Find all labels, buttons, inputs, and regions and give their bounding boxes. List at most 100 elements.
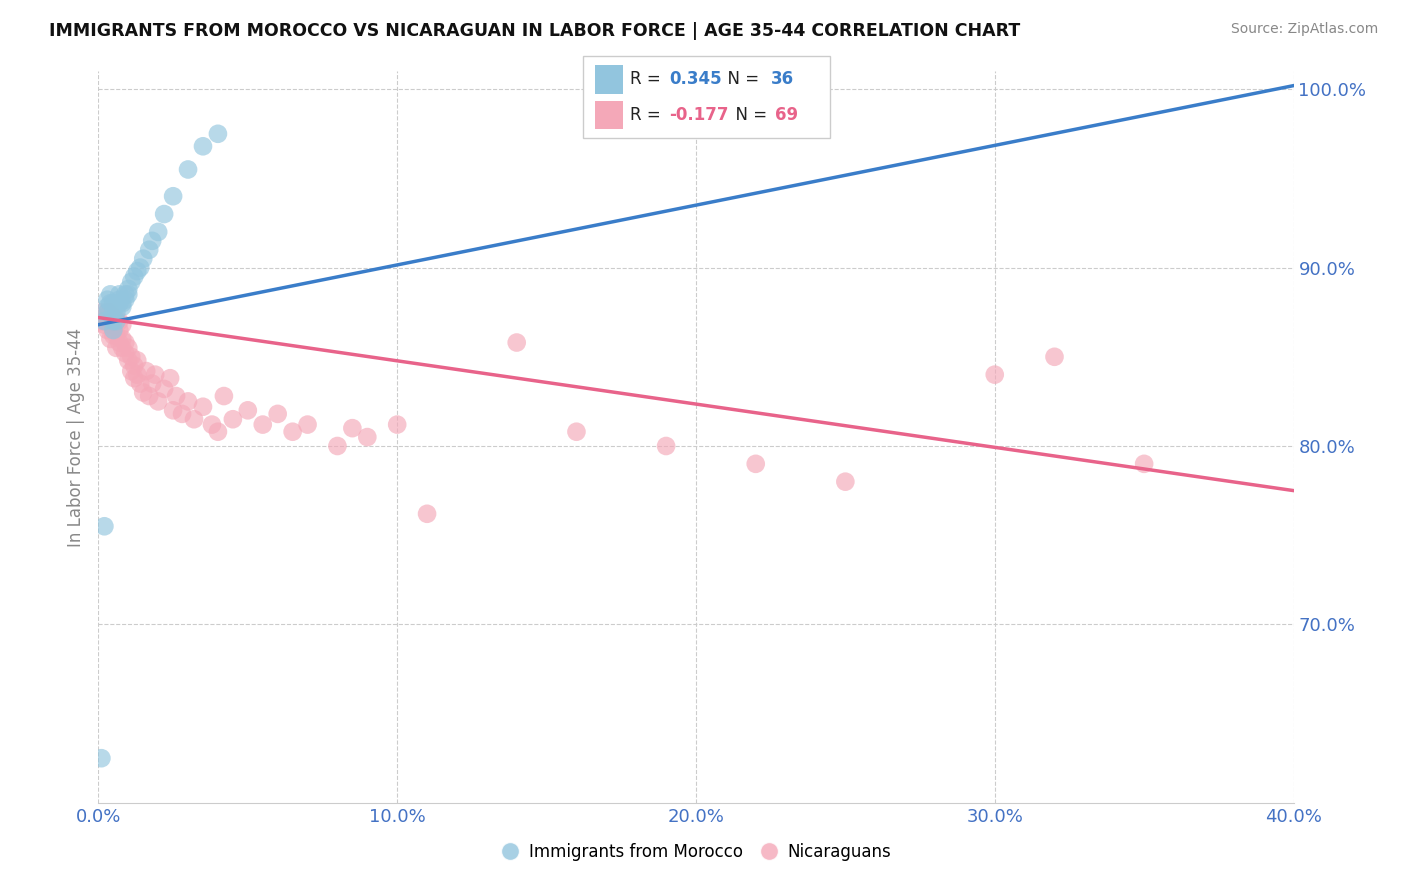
Point xyxy=(117,287,139,301)
Point xyxy=(129,260,152,275)
Point xyxy=(565,425,588,439)
Point xyxy=(103,318,125,332)
Point xyxy=(162,403,184,417)
Point xyxy=(326,439,349,453)
Point xyxy=(143,368,166,382)
Point xyxy=(342,421,364,435)
Point xyxy=(124,359,146,373)
Point xyxy=(148,225,170,239)
Point xyxy=(138,243,160,257)
Point xyxy=(127,353,149,368)
Point xyxy=(90,305,112,319)
Point xyxy=(177,394,200,409)
Point xyxy=(745,457,768,471)
Point xyxy=(159,371,181,385)
Point xyxy=(105,328,128,343)
Point xyxy=(98,287,122,301)
Point xyxy=(165,389,187,403)
Point xyxy=(117,341,139,355)
Text: R =: R = xyxy=(630,70,666,88)
Point xyxy=(191,139,214,153)
Point xyxy=(90,314,112,328)
Point xyxy=(222,412,245,426)
Point xyxy=(236,403,259,417)
Point xyxy=(655,439,678,453)
Point xyxy=(98,296,122,310)
Point xyxy=(385,417,409,432)
Point xyxy=(114,287,136,301)
Point xyxy=(207,425,229,439)
Point xyxy=(96,323,118,337)
Point xyxy=(103,314,125,328)
Point xyxy=(93,310,115,325)
Point xyxy=(183,412,205,426)
Point xyxy=(153,382,176,396)
Point xyxy=(108,314,131,328)
Point xyxy=(108,296,131,310)
Y-axis label: In Labor Force | Age 35-44: In Labor Force | Age 35-44 xyxy=(66,327,84,547)
Point xyxy=(984,368,1007,382)
Point xyxy=(98,318,122,332)
Point xyxy=(111,300,134,314)
Point xyxy=(281,425,304,439)
Point xyxy=(96,305,118,319)
Point xyxy=(103,328,125,343)
Point xyxy=(96,314,118,328)
Point xyxy=(98,332,122,346)
Point xyxy=(132,385,155,400)
Point xyxy=(129,376,152,391)
Point xyxy=(90,751,112,765)
Point xyxy=(138,389,160,403)
Point xyxy=(93,314,115,328)
Point xyxy=(506,335,529,350)
Point xyxy=(111,341,134,355)
Point xyxy=(120,275,142,289)
Point xyxy=(172,407,194,421)
Text: R =: R = xyxy=(630,106,666,124)
Point xyxy=(96,293,118,307)
Point xyxy=(356,430,378,444)
Text: 69: 69 xyxy=(775,106,797,124)
Point xyxy=(124,269,146,284)
Point xyxy=(162,189,184,203)
Point xyxy=(105,341,128,355)
Point xyxy=(105,314,128,328)
Point xyxy=(105,305,128,319)
Point xyxy=(127,264,149,278)
Point xyxy=(111,296,134,310)
Point xyxy=(93,318,115,332)
Point xyxy=(108,293,131,307)
Point xyxy=(103,296,125,310)
Text: 0.345: 0.345 xyxy=(669,70,721,88)
Point xyxy=(124,371,146,385)
Point xyxy=(267,407,290,421)
Point xyxy=(1133,457,1156,471)
Text: Source: ZipAtlas.com: Source: ZipAtlas.com xyxy=(1230,22,1378,37)
Text: N =: N = xyxy=(717,70,765,88)
Point xyxy=(201,417,224,432)
Text: IMMIGRANTS FROM MOROCCO VS NICARAGUAN IN LABOR FORCE | AGE 35-44 CORRELATION CHA: IMMIGRANTS FROM MOROCCO VS NICARAGUAN IN… xyxy=(49,22,1021,40)
Point xyxy=(141,376,163,391)
Point xyxy=(153,207,176,221)
Point xyxy=(1043,350,1066,364)
Point xyxy=(207,127,229,141)
Point xyxy=(132,252,155,266)
Point xyxy=(105,314,128,328)
Point xyxy=(212,389,235,403)
Point xyxy=(114,346,136,360)
Point xyxy=(114,293,136,307)
Legend: Immigrants from Morocco, Nicaraguans: Immigrants from Morocco, Nicaraguans xyxy=(494,837,898,868)
Point xyxy=(148,394,170,409)
Point xyxy=(96,300,118,314)
Point xyxy=(98,305,122,319)
Point xyxy=(141,234,163,248)
Point xyxy=(252,417,274,432)
Point xyxy=(834,475,856,489)
Point xyxy=(117,353,139,368)
Point xyxy=(103,310,125,325)
Point xyxy=(127,368,149,382)
Point xyxy=(111,332,134,346)
Point xyxy=(416,507,439,521)
Point xyxy=(117,282,139,296)
Point xyxy=(108,287,131,301)
